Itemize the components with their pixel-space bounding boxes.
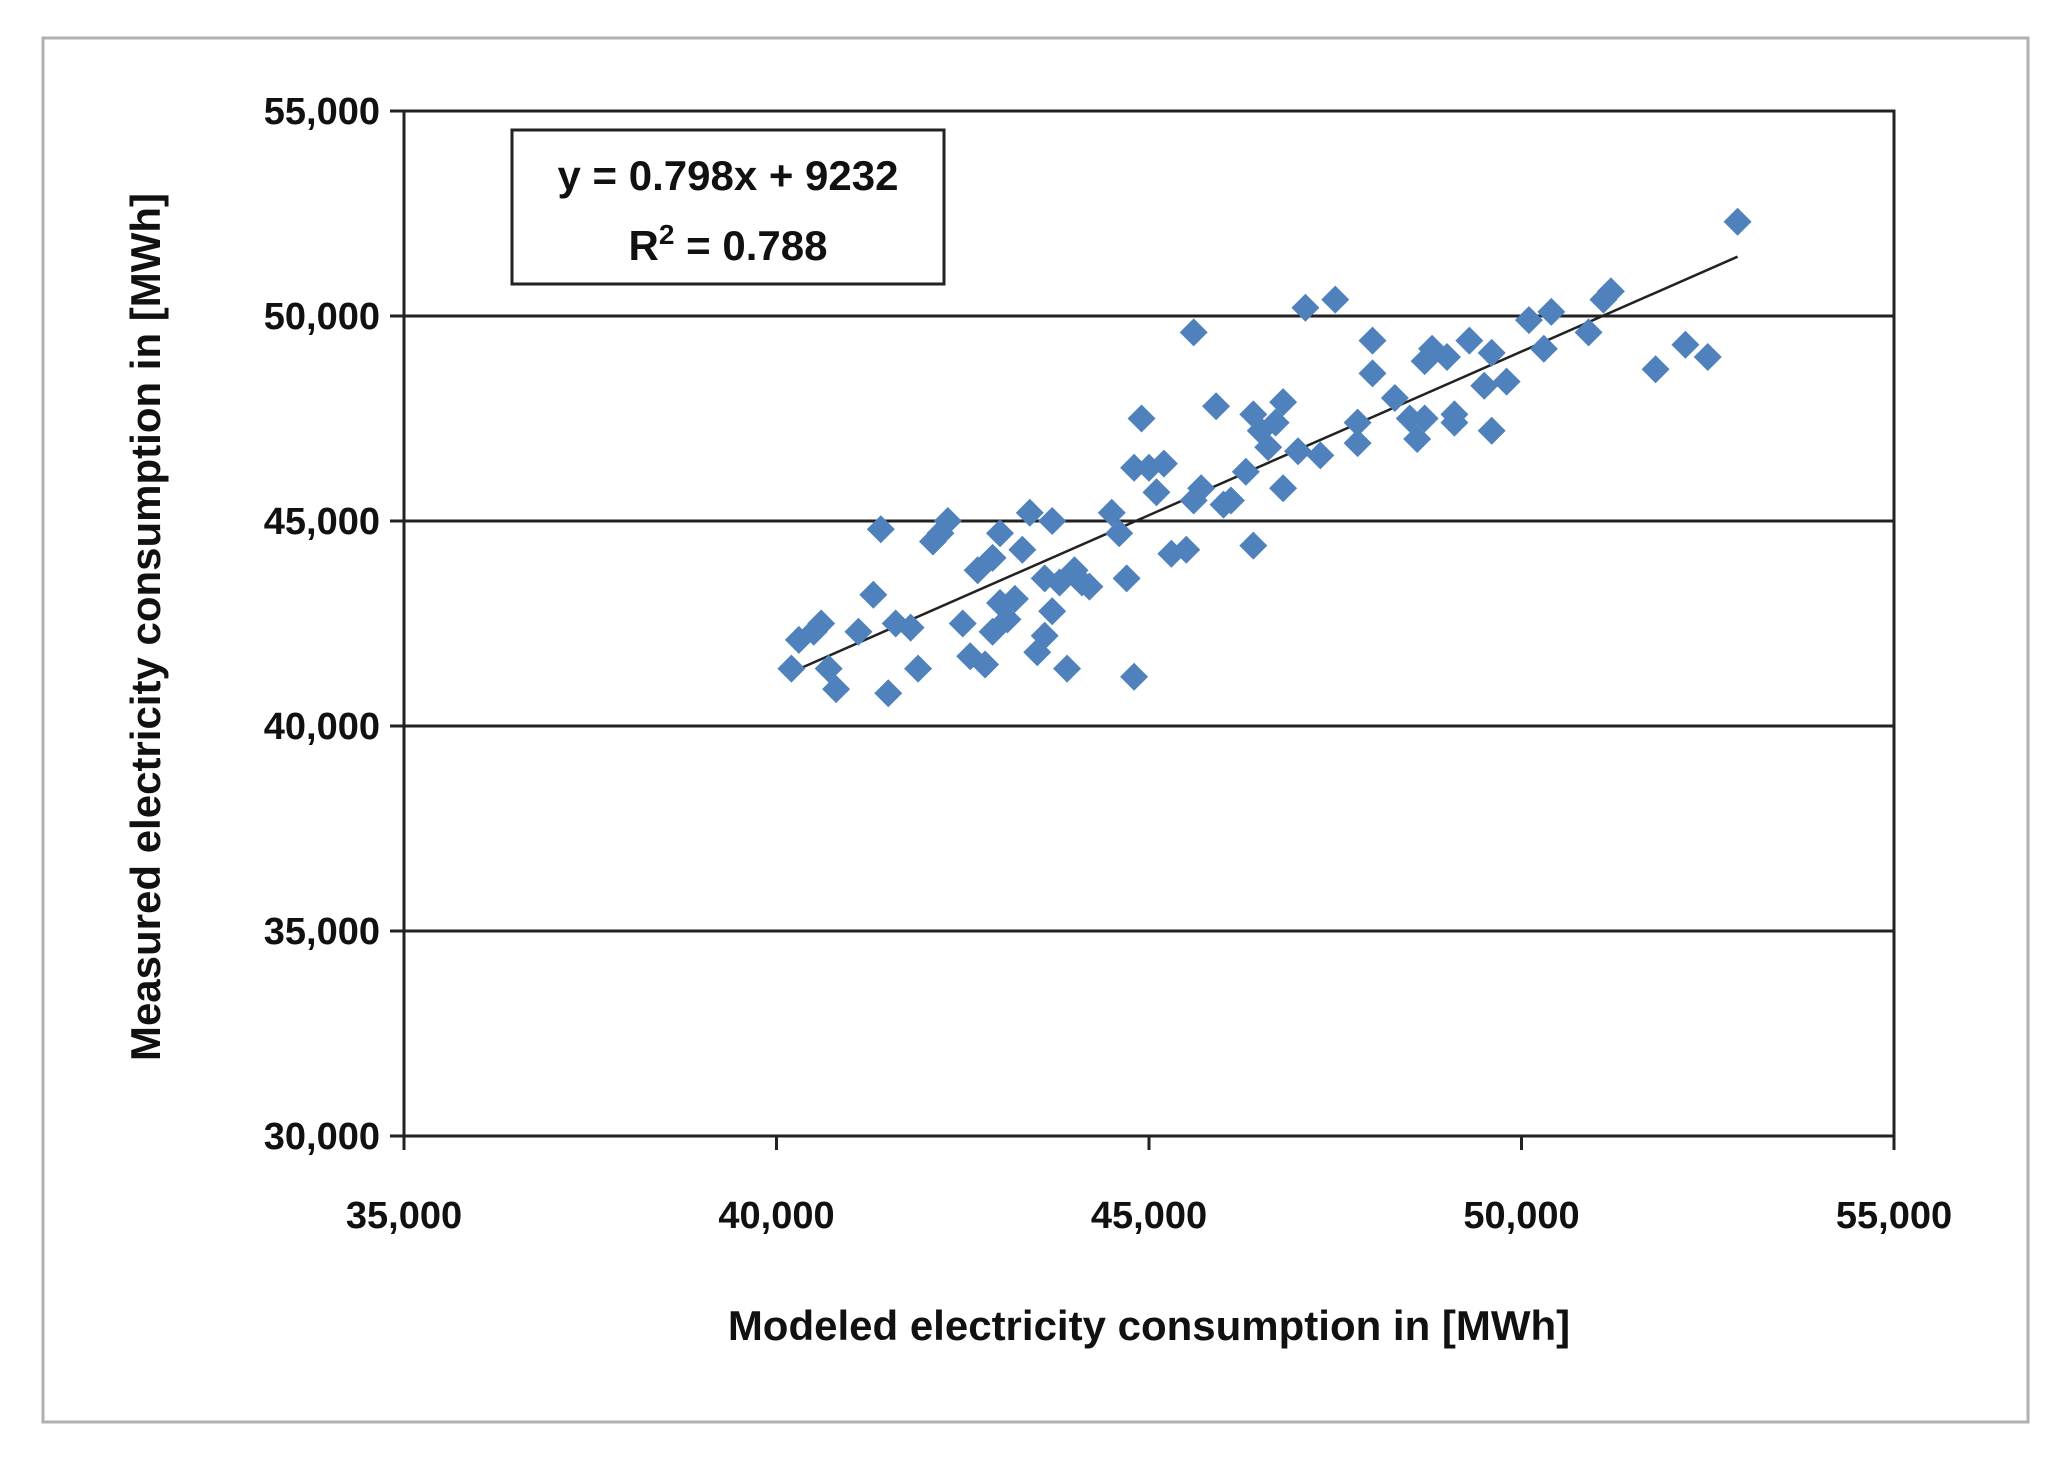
data-point	[1202, 392, 1231, 421]
chart-frame	[41, 36, 2030, 1424]
data-point	[1291, 293, 1320, 322]
trendline-layer	[790, 255, 1739, 674]
data-point	[874, 679, 903, 708]
x-tick-label: 55,000	[1836, 1195, 1952, 1237]
data-point	[948, 609, 977, 638]
data-point	[1343, 408, 1372, 437]
r-squared-superscript: 2	[659, 219, 675, 250]
data-point	[1343, 429, 1372, 458]
gridlines	[404, 314, 1894, 933]
equation-text: y = 0.798x + 9232	[558, 152, 899, 199]
data-point	[1284, 437, 1312, 466]
x-tick-label: 40,000	[718, 1195, 834, 1237]
data-point	[1574, 318, 1603, 347]
data-point	[896, 613, 925, 642]
data-point	[1254, 433, 1283, 462]
data-point	[904, 654, 933, 683]
data-point	[1358, 359, 1387, 388]
y-tick-label: 40,000	[264, 706, 380, 748]
y-tick-label: 55,000	[264, 91, 380, 133]
x-tick-label: 35,000	[346, 1195, 462, 1237]
data-point	[1477, 416, 1506, 445]
data-point	[1172, 535, 1201, 564]
trendline	[790, 255, 1739, 674]
data-point	[978, 543, 1007, 572]
data-point	[1455, 326, 1484, 355]
data-point	[1514, 306, 1543, 335]
data-point	[1120, 453, 1149, 482]
data-point	[1470, 371, 1499, 400]
data-point	[859, 580, 888, 609]
data-point	[1380, 384, 1409, 412]
data-point	[1321, 285, 1350, 314]
data-point	[933, 507, 962, 535]
data-point	[1477, 338, 1506, 367]
data-point	[1000, 584, 1029, 613]
data-point	[1053, 654, 1082, 683]
r-squared-text: R2 = 0.788	[629, 219, 828, 269]
y-axis-title: Measured electricity consumption in [MWh…	[122, 193, 169, 1061]
data-point	[1596, 277, 1625, 306]
data-point	[986, 519, 1014, 548]
trendline-equation-box: y = 0.798x + 9232 R2 = 0.788	[510, 128, 946, 286]
data-point	[1306, 441, 1335, 470]
y-tick-label: 35,000	[264, 911, 380, 953]
data-point	[1358, 326, 1387, 355]
data-point	[1269, 474, 1298, 503]
data-point	[1216, 486, 1245, 515]
r-squared-prefix: R	[629, 222, 659, 269]
data-point	[1038, 597, 1067, 626]
data-point	[1127, 404, 1156, 433]
equation-box-frame	[510, 128, 946, 286]
data-point	[822, 675, 851, 704]
data-point	[1693, 343, 1722, 371]
y-tick-label: 45,000	[264, 501, 380, 543]
data-point	[1537, 297, 1566, 326]
data-point	[1149, 449, 1178, 478]
data-point	[1142, 478, 1171, 507]
x-axis-title: Modeled electricity consumption in [MWh]	[728, 1302, 1570, 1349]
data-point	[1015, 498, 1044, 527]
data-point	[1075, 572, 1104, 601]
data-point	[1440, 408, 1469, 437]
tick-labels: 30,000 35,000 40,000 45,000 50,000 55,000 35,0…	[264, 91, 1952, 1237]
data-point	[971, 650, 1000, 679]
data-point	[1723, 207, 1752, 236]
data-point	[1641, 355, 1670, 384]
data-points	[777, 207, 1752, 708]
data-point	[1269, 388, 1298, 417]
data-point	[866, 515, 895, 544]
data-point	[1239, 531, 1268, 560]
x-tick-label: 45,000	[1091, 1195, 1207, 1237]
data-point	[844, 617, 873, 646]
data-point	[1492, 367, 1521, 396]
data-point	[1112, 564, 1141, 593]
x-tick-label: 50,000	[1463, 1195, 1579, 1237]
data-point	[1179, 318, 1208, 347]
data-point	[1433, 343, 1461, 371]
data-point	[1030, 621, 1059, 650]
r-squared-value: = 0.788	[674, 222, 827, 269]
data-point	[1187, 474, 1216, 503]
data-point	[1120, 662, 1149, 691]
y-tick-label: 50,000	[264, 296, 380, 338]
data-point	[1105, 519, 1134, 548]
y-tick-label: 30,000	[264, 1116, 380, 1158]
data-point	[1231, 457, 1260, 486]
data-point	[1038, 507, 1067, 535]
data-point	[1008, 535, 1037, 564]
data-point	[1671, 330, 1700, 359]
data-point	[777, 654, 806, 683]
data-point	[1529, 334, 1558, 363]
data-point	[1410, 404, 1439, 433]
data-point	[807, 609, 836, 638]
